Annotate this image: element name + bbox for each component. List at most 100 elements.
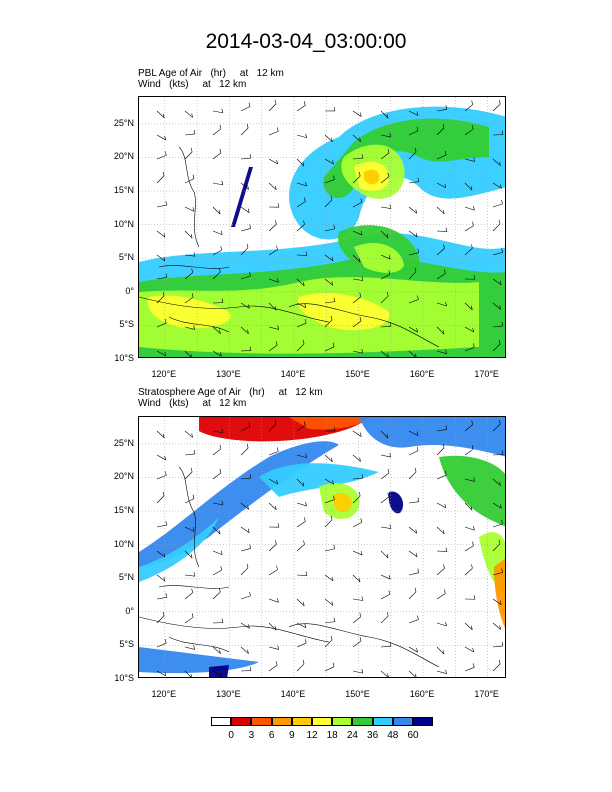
wind-barb-feather xyxy=(164,671,167,676)
wind-barb xyxy=(380,472,390,480)
wind-barb xyxy=(408,550,418,558)
wind-barb xyxy=(324,621,335,624)
wind-barb xyxy=(268,451,279,456)
wind-barb-feather xyxy=(190,467,193,473)
panel-1-title-line1: PBL Age of Air (hr) at 12 km xyxy=(138,68,284,79)
wind-barb xyxy=(492,252,503,256)
wind-barb xyxy=(156,110,165,119)
wind-barb xyxy=(212,526,221,535)
wind-barb xyxy=(380,254,391,260)
wind-barb xyxy=(156,154,167,160)
wind-barb xyxy=(464,568,473,576)
wind-barb-feather xyxy=(500,504,502,509)
wind-barb xyxy=(464,128,474,136)
wind-barb xyxy=(156,474,167,480)
wind-barb xyxy=(156,615,165,624)
wind-barb-feather xyxy=(388,270,391,275)
wind-barb-feather xyxy=(303,540,305,545)
colorbar-swatch xyxy=(332,717,353,726)
colorbar-swatch xyxy=(372,717,393,726)
wind-barb-feather xyxy=(221,180,224,185)
wind-barb-feather xyxy=(218,210,221,215)
wind-barb-feather xyxy=(164,319,167,324)
wind-barb xyxy=(268,664,278,672)
wind-barb-feather xyxy=(221,500,224,505)
wind-barb xyxy=(408,450,419,456)
wind-barb xyxy=(296,302,306,309)
colorbar-label: 12 xyxy=(306,730,318,741)
wind-barb-feather xyxy=(358,491,361,497)
field-region-6 xyxy=(259,463,379,497)
wind-barb xyxy=(324,134,333,142)
lon-tick-label: 160°E xyxy=(409,689,435,699)
wind-barb xyxy=(296,158,305,167)
field-region-12 xyxy=(231,167,253,227)
wind-barb-feather xyxy=(470,506,473,511)
field-region-13 xyxy=(209,665,229,677)
wind-barb-feather xyxy=(304,197,306,202)
wind-barb xyxy=(296,201,306,208)
wind-barb xyxy=(212,182,223,186)
wind-barb-feather xyxy=(445,105,448,110)
wind-barb-feather xyxy=(331,601,334,606)
wind-barb xyxy=(436,526,445,535)
wind-barb xyxy=(212,430,223,434)
panel-1-title-line2: Wind (kts) at 12 km xyxy=(138,79,247,90)
wind-barb xyxy=(352,320,362,328)
wind-barb xyxy=(492,598,502,605)
panel-1-plot xyxy=(139,97,505,357)
wind-barb-feather xyxy=(277,645,279,650)
wind-barb-feather xyxy=(277,203,280,208)
wind-barb xyxy=(380,350,389,357)
wind-barb xyxy=(268,224,277,232)
wind-barb-feather xyxy=(331,281,334,286)
wind-barb-feather xyxy=(473,663,475,668)
wind-barb xyxy=(156,204,167,208)
wind-barb xyxy=(296,278,305,287)
wind-barb xyxy=(240,206,250,213)
wind-barb xyxy=(156,134,166,141)
lat-tick-label: 5°S xyxy=(119,319,134,330)
wind-barb xyxy=(240,526,250,533)
wind-barb-feather xyxy=(389,642,392,647)
wind-barb-feather xyxy=(219,444,222,449)
wind-barb xyxy=(184,326,195,330)
lon-tick-label: 170°E xyxy=(474,689,499,699)
wind-barb-feather xyxy=(359,636,362,642)
wind-barb-feather xyxy=(471,420,473,425)
wind-barb xyxy=(240,326,249,334)
wind-barb xyxy=(240,447,249,456)
wind-barb-feather xyxy=(387,148,390,154)
wind-barb-feather xyxy=(472,647,474,653)
wind-barb xyxy=(380,152,390,160)
wind-barb xyxy=(240,595,251,600)
wind-barb xyxy=(436,230,448,232)
wind-barb-feather xyxy=(219,329,221,334)
wind-barb-feather xyxy=(498,100,501,105)
wind-barb-feather xyxy=(164,351,167,356)
wind-barb xyxy=(156,254,166,262)
wind-barb-feather xyxy=(387,353,389,357)
wind-barb xyxy=(268,598,279,603)
wind-barb xyxy=(464,248,473,256)
wind-barb-feather xyxy=(193,129,196,134)
wind-barb-feather xyxy=(414,467,417,473)
wind-barb xyxy=(380,230,389,239)
wind-barb-feather xyxy=(192,494,195,499)
wind-barb-feather xyxy=(305,571,308,576)
wind-barb xyxy=(156,175,165,184)
colorbar-label: 48 xyxy=(387,730,399,741)
wind-barb xyxy=(436,502,446,509)
wind-barb xyxy=(380,325,391,328)
wind-barb-feather xyxy=(445,669,447,674)
wind-barb-feather xyxy=(501,130,504,135)
wind-barb-feather xyxy=(219,124,222,129)
wind-barb-feather xyxy=(472,541,474,546)
wind-barb xyxy=(492,325,503,328)
wind-barb xyxy=(296,105,306,112)
wind-barb-feather xyxy=(471,125,474,130)
wind-barb-feather xyxy=(333,297,336,302)
wind-barb xyxy=(380,110,389,119)
wind-barb xyxy=(352,202,363,208)
wind-barb-feather xyxy=(417,568,420,573)
